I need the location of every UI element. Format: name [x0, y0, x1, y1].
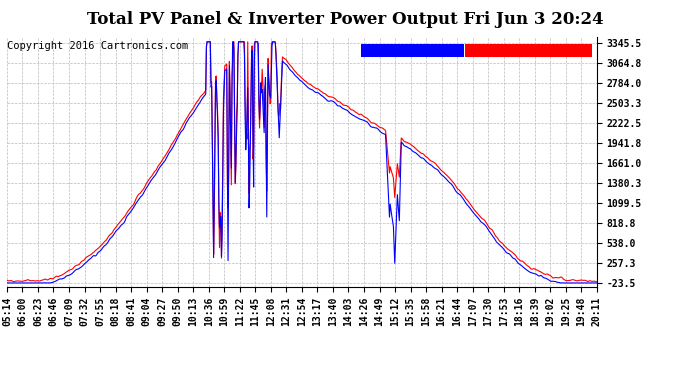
Text: PV Panels  (DC Watts): PV Panels (DC Watts) [472, 46, 585, 55]
Text: Total PV Panel & Inverter Power Output Fri Jun 3 20:24: Total PV Panel & Inverter Power Output F… [87, 11, 603, 28]
Bar [465, 44, 592, 57]
Text: Grid  (AC Watts): Grid (AC Watts) [369, 46, 455, 55]
Text: Copyright 2016 Cartronics.com: Copyright 2016 Cartronics.com [8, 41, 189, 51]
Bar [361, 44, 464, 57]
